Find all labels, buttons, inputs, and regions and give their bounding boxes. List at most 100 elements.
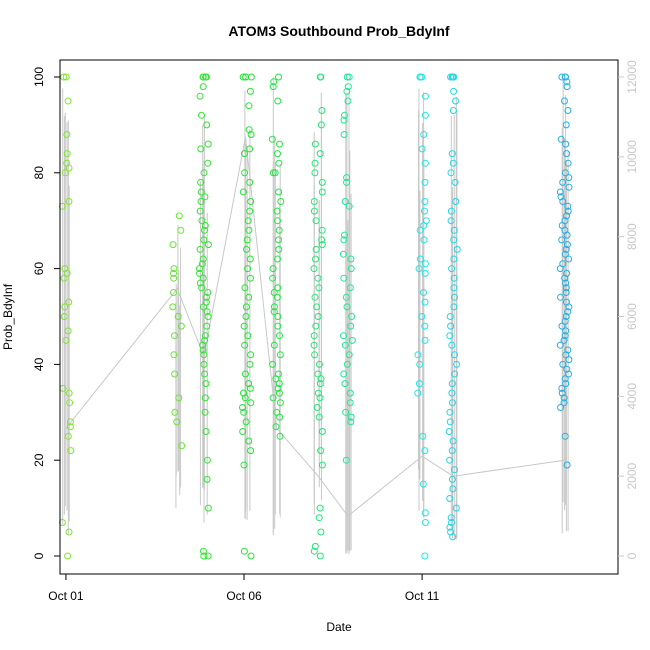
data-point — [269, 394, 277, 402]
data-point — [274, 150, 281, 158]
data-point — [170, 274, 178, 282]
data-point — [64, 327, 72, 335]
data-point — [270, 308, 278, 316]
data-point — [340, 370, 348, 378]
data-point — [65, 198, 73, 205]
data-point — [446, 456, 454, 464]
data-point — [244, 332, 252, 340]
data-point — [563, 78, 571, 86]
data-point — [347, 322, 355, 330]
y-axis-label: Prob_BdyInf — [1, 283, 15, 350]
data-point — [419, 432, 427, 440]
data-point — [558, 322, 566, 330]
data-point — [565, 174, 573, 182]
data-point — [276, 332, 283, 340]
data-point — [418, 145, 426, 153]
data-point — [318, 236, 326, 244]
data-point — [563, 83, 571, 91]
data-point — [200, 236, 208, 244]
data-point — [201, 226, 208, 234]
data-point — [310, 198, 318, 205]
data-point — [196, 265, 203, 273]
data-point — [274, 322, 282, 330]
data-point — [318, 226, 326, 234]
data-point — [243, 236, 251, 244]
data-point — [318, 241, 326, 249]
data-point — [342, 456, 350, 464]
data-point — [311, 159, 319, 167]
data-point — [563, 231, 571, 239]
data-point — [348, 313, 356, 320]
data-point — [269, 360, 277, 368]
data-point — [246, 384, 254, 392]
data-point — [177, 226, 185, 234]
data-point — [418, 313, 426, 320]
data-point — [269, 169, 277, 177]
data-point — [245, 102, 253, 110]
data-point — [63, 269, 71, 277]
data-point — [316, 504, 324, 512]
data-point — [66, 399, 74, 407]
data-point — [175, 394, 183, 402]
data-point — [347, 255, 355, 263]
data-point — [446, 523, 454, 531]
data-point — [450, 226, 458, 234]
data-point — [448, 399, 456, 407]
y-tick-label: 80 — [32, 166, 46, 180]
x-tick-label: Oct 06 — [226, 589, 262, 603]
data-point — [318, 461, 326, 469]
data-point — [242, 313, 250, 320]
data-point — [311, 140, 319, 148]
data-point — [560, 394, 568, 402]
data-point — [563, 241, 571, 249]
data-point — [318, 188, 326, 196]
data-point — [421, 447, 429, 455]
y2-axis: 0 2000 4000 6000 8000 10000 12000 — [618, 60, 639, 559]
data-point — [449, 437, 457, 445]
data-point — [274, 384, 282, 392]
data-point — [175, 212, 183, 220]
data-point — [199, 547, 207, 555]
data-point — [448, 475, 456, 483]
data-point — [241, 394, 249, 402]
data-point — [317, 375, 325, 383]
data-point — [274, 97, 282, 105]
data-point — [561, 375, 569, 383]
data-point — [340, 274, 348, 282]
y2-tick-label: 10000 — [625, 140, 639, 174]
data-point — [345, 202, 353, 210]
data-point — [247, 552, 255, 560]
data-point — [347, 265, 355, 273]
data-point — [269, 83, 277, 91]
data-point — [559, 178, 567, 186]
data-point — [563, 365, 571, 373]
data-point — [561, 432, 569, 440]
data-point — [244, 217, 252, 225]
data-point — [273, 293, 281, 301]
data-point — [340, 131, 348, 138]
data-point — [446, 408, 454, 416]
data-point — [61, 303, 69, 311]
data-point — [203, 475, 211, 483]
data-point — [451, 351, 458, 359]
data-point — [564, 107, 572, 114]
data-point — [450, 303, 458, 311]
plot-frame — [59, 59, 619, 575]
data-point — [201, 408, 209, 416]
data-point — [203, 456, 211, 464]
y-tick-label: 20 — [32, 453, 46, 467]
data-point — [452, 97, 459, 105]
data-point — [341, 341, 349, 349]
data-point — [421, 111, 429, 119]
data-point — [558, 389, 566, 397]
data-point — [274, 217, 281, 225]
data-point — [201, 370, 209, 378]
data-point — [200, 552, 208, 560]
data-point — [343, 87, 351, 95]
data-point — [557, 193, 565, 201]
data-point — [312, 245, 320, 253]
data-point — [275, 236, 282, 244]
data-point — [565, 183, 573, 191]
data-point — [199, 83, 207, 91]
data-point — [561, 317, 569, 325]
